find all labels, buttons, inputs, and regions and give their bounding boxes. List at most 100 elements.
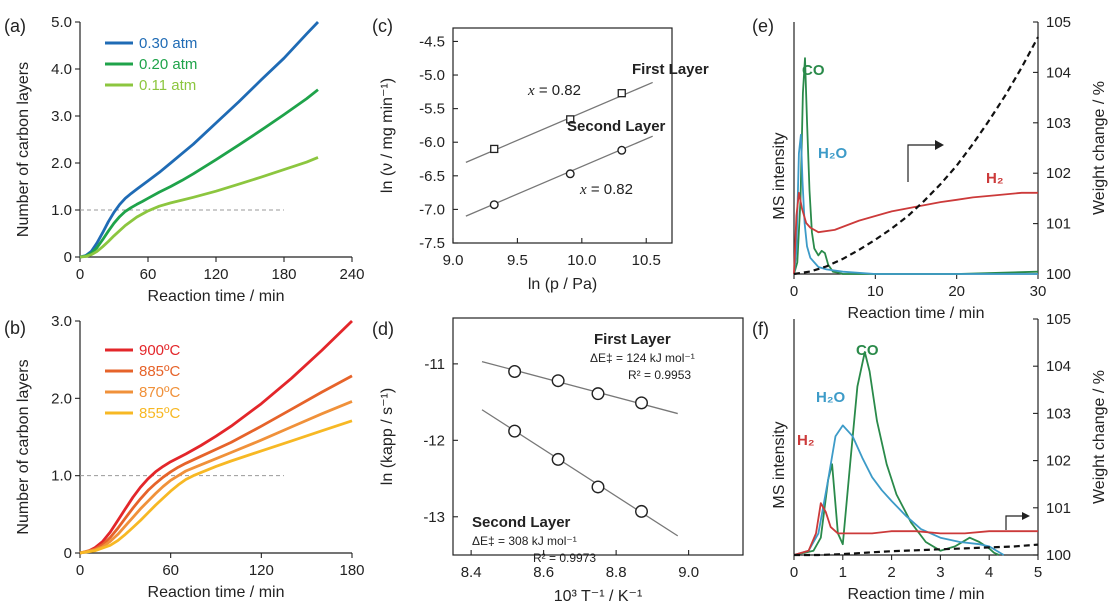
y2-tick-label: 105 <box>1046 311 1071 328</box>
x-tick-label: 0 <box>790 564 798 581</box>
series-line <box>79 21 320 259</box>
x-tick-label: 120 <box>203 266 228 283</box>
x-tick-label: 10.5 <box>632 252 661 269</box>
y-tick-label: 2.0 <box>51 390 72 407</box>
axis-arrow-head <box>935 140 944 150</box>
x-axis-label: Reaction time / min <box>848 586 985 603</box>
data-point <box>551 374 565 388</box>
x-axis-label: Reaction time / min <box>848 305 985 322</box>
y2-tick-label: 104 <box>1046 64 1071 81</box>
x-tick-label: 8.4 <box>461 564 482 581</box>
y2-axis-label: Weight change / % <box>1091 81 1108 215</box>
x-tick-label: 9.0 <box>678 564 699 581</box>
c-x-annotation-second: x = 0.82 <box>579 181 633 198</box>
y-tick-label: -5.5 <box>419 101 445 118</box>
legend-label: 885ºC <box>139 363 181 380</box>
f-co-label: CO <box>856 342 879 359</box>
d-second-energy: ΔE‡ = 308 kJ mol⁻¹ <box>472 534 577 548</box>
x-tick-label: 120 <box>249 562 274 579</box>
y-tick-label: -5.0 <box>419 67 445 84</box>
e-co-label: CO <box>802 62 825 79</box>
y-axis-label: Number of carbon layers <box>15 62 32 237</box>
panel-e: (e) 0 10 20 30 Reaction time / min 100 101 102 10… <box>752 14 1108 322</box>
y-tick-label: 2.0 <box>51 155 72 172</box>
panel-d: (d) 8.4 8.6 8.8 9.0 -11 -12 -13 10³ T⁻¹ / K⁻¹ ln … <box>372 317 744 605</box>
x-tick-label: 30 <box>1030 283 1047 300</box>
y2-tick-label: 103 <box>1046 405 1071 422</box>
plot-frame <box>452 27 673 244</box>
e-h2o-label: H₂O <box>818 145 847 162</box>
series-line <box>793 191 1038 275</box>
x-tick-label: 9.0 <box>443 252 464 269</box>
x-tick-label: 9.5 <box>507 252 528 269</box>
y2-tick-label: 100 <box>1046 547 1071 564</box>
panel-b: (b) 0 60 120 180 Reaction time / min 0 1.0 2.0 3.… <box>4 313 365 601</box>
y-tick-label: -13 <box>423 509 445 526</box>
y-axis-label: ln (kapp / s⁻¹) <box>379 388 396 485</box>
d-second-layer-label: Second Layer <box>472 514 571 531</box>
d-first-r2: R² = 0.9953 <box>628 368 691 382</box>
y-tick-label: 1.0 <box>51 202 72 219</box>
series-line <box>793 351 1000 556</box>
y-tick-label: 0 <box>64 545 72 562</box>
data-point <box>635 396 649 410</box>
x-tick-label: 0 <box>76 266 84 283</box>
legend-label: 0.20 atm <box>139 56 197 73</box>
d-second-r2: R² = 0.9973 <box>533 551 596 565</box>
x-tick-label: 0 <box>790 283 798 300</box>
data-point <box>490 144 499 154</box>
y-axis-label: MS intensity <box>771 421 788 508</box>
f-h2-label: H₂ <box>797 432 815 449</box>
data-point <box>617 145 627 155</box>
panel-label: (d) <box>372 319 394 339</box>
x-tick-label: 5 <box>1034 564 1042 581</box>
y-tick-label: 5.0 <box>51 14 72 31</box>
c-first-layer-label: First Layer <box>632 61 709 78</box>
x-tick-label: 2 <box>887 564 895 581</box>
y2-tick-label: 104 <box>1046 358 1071 375</box>
c-x-var-second: x <box>579 182 587 198</box>
y-tick-label: 3.0 <box>51 313 72 330</box>
x-tick-label: 1 <box>839 564 847 581</box>
panel-a: (a) 0 60 120 180 240 Reaction time / min 0 1.0 2.… <box>4 14 365 305</box>
y-axis-label: Number of carbon layers <box>15 359 32 534</box>
x-axis-label: Reaction time / min <box>148 288 285 305</box>
data-point <box>508 424 522 438</box>
data-point <box>551 452 565 466</box>
y-tick-label: 3.0 <box>51 108 72 125</box>
x-tick-label: 60 <box>140 266 157 283</box>
y-axis-label: MS intensity <box>771 132 788 219</box>
panel-label: (f) <box>752 319 769 339</box>
y-tick-label: -4.5 <box>419 33 445 50</box>
series-line <box>79 400 353 555</box>
axis-arrow <box>907 144 935 182</box>
x-tick-label: 60 <box>162 562 179 579</box>
x-tick-label: 20 <box>948 283 965 300</box>
series-line <box>79 156 319 259</box>
c-x-var-first: x <box>527 83 535 99</box>
y-tick-label: -12 <box>423 432 445 449</box>
x-axis-label: Reaction time / min <box>148 584 285 601</box>
x-tick-label: 10 <box>867 283 884 300</box>
e-h2-label: H₂ <box>986 170 1004 187</box>
series-line <box>79 374 353 555</box>
c-second-layer-label: Second Layer <box>567 118 666 135</box>
panel-f: (f) 0 1 2 3 4 5 Reaction time / min 100 101 102 103… <box>752 311 1108 603</box>
y-tick-label: -11 <box>424 356 445 373</box>
y-tick-label: 0 <box>64 249 72 266</box>
x-tick-label: 8.8 <box>606 564 627 581</box>
data-point <box>635 504 649 518</box>
series-line <box>793 424 1005 556</box>
series-line <box>793 57 1039 275</box>
legend-label: 0.11 atm <box>139 77 196 94</box>
axis-arrow-head <box>1022 512 1030 520</box>
series-line <box>79 419 353 555</box>
y2-tick-label: 105 <box>1046 14 1071 31</box>
panel-label: (b) <box>4 318 26 338</box>
y-tick-label: -7.0 <box>419 201 445 218</box>
d-first-energy: ΔE‡ = 124 kJ mol⁻¹ <box>590 351 695 365</box>
y2-tick-label: 101 <box>1046 500 1071 517</box>
y-tick-label: -6.5 <box>419 168 445 185</box>
series-line <box>793 502 1038 556</box>
